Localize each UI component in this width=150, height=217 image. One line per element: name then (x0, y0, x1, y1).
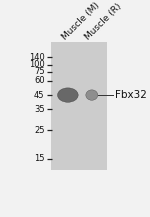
Text: 75: 75 (34, 67, 45, 76)
Text: 100: 100 (29, 60, 45, 69)
Text: 25: 25 (34, 126, 45, 135)
Text: Fbx32: Fbx32 (115, 90, 147, 100)
Text: 140: 140 (29, 53, 45, 62)
Ellipse shape (58, 88, 78, 102)
Text: Muscle (R): Muscle (R) (83, 2, 123, 42)
Text: 60: 60 (34, 76, 45, 85)
Text: 35: 35 (34, 105, 45, 114)
FancyBboxPatch shape (51, 42, 107, 170)
Text: Muscle (M): Muscle (M) (61, 1, 102, 42)
Text: 45: 45 (34, 90, 45, 100)
Text: 15: 15 (34, 154, 45, 163)
Ellipse shape (86, 90, 98, 100)
